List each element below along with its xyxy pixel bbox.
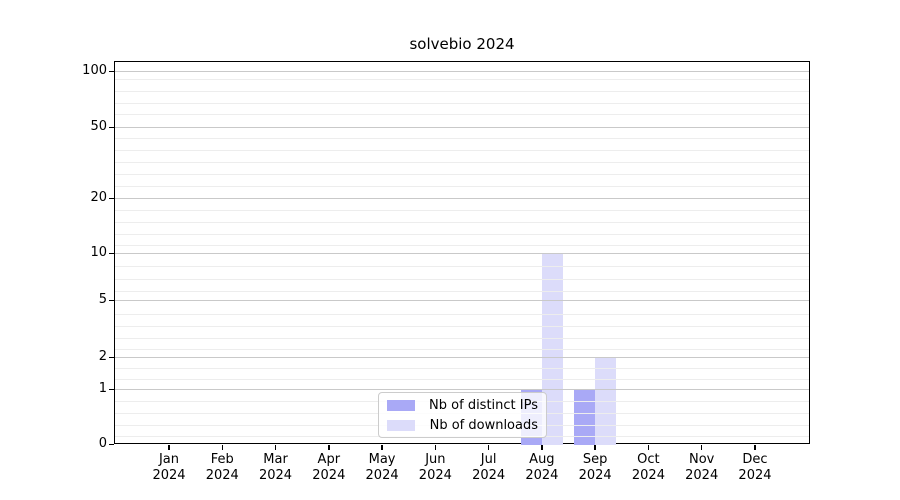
- legend-item-distinct-ips: Nb of distinct IPs: [387, 397, 538, 413]
- x-tick-label: Jul 2024: [472, 452, 506, 483]
- x-tick-label: Sep 2024: [578, 452, 612, 483]
- gridline-minor: [115, 368, 809, 369]
- y-tick-label: 20: [90, 190, 107, 205]
- gridline-minor: [115, 79, 809, 80]
- gridline-minor: [115, 103, 809, 104]
- gridline-minor: [115, 314, 809, 315]
- gridline-minor: [115, 379, 809, 380]
- bar-sep-distinct-ips: [573, 389, 596, 445]
- y-tick-mark: [109, 356, 114, 358]
- legend-swatch-distinct-ips-icon: [387, 399, 415, 411]
- y-tick-label: 10: [90, 245, 107, 260]
- x-tick-label: Nov 2024: [685, 452, 719, 483]
- gridline-major: [115, 300, 809, 301]
- y-tick-label: 1: [98, 381, 107, 396]
- chart-title: solvebio 2024: [409, 35, 515, 53]
- x-tick-mark: [541, 445, 543, 450]
- x-tick-mark: [274, 445, 277, 450]
- x-tick-label: Mar 2024: [258, 452, 293, 483]
- legend-item-downloads: Nb of downloads: [387, 417, 538, 433]
- gridline-major: [115, 127, 809, 128]
- legend-swatch-downloads-icon: [387, 419, 415, 431]
- gridline-major: [115, 389, 809, 390]
- y-tick-label: 2: [98, 349, 107, 364]
- gridline-minor: [115, 245, 809, 246]
- x-tick-mark: [221, 445, 223, 450]
- gridline-minor: [115, 291, 809, 292]
- gridline-minor: [115, 174, 809, 175]
- gridline-minor: [115, 326, 809, 327]
- x-tick-label: May 2024: [365, 452, 399, 483]
- x-tick-label: Feb 2024: [205, 452, 239, 483]
- x-tick-mark: [487, 445, 490, 450]
- x-tick-mark: [754, 445, 756, 450]
- x-tick-mark: [434, 445, 437, 450]
- gridline-minor: [115, 279, 809, 280]
- y-tick-label: 50: [90, 119, 107, 134]
- y-tick-mark: [109, 126, 114, 128]
- y-tick-label: 0: [98, 436, 107, 451]
- y-tick-mark: [109, 197, 114, 199]
- gridline-minor: [115, 162, 809, 163]
- gridline-major: [115, 71, 809, 72]
- plot-area: Nb of distinct IPs Nb of downloads 0 1 2 5 1…: [82, 61, 810, 483]
- y-tick-mark: [109, 388, 114, 390]
- x-tick-label: Jan 2024: [152, 452, 186, 483]
- gridline-minor: [115, 138, 809, 139]
- x-tick-label: Jun 2024: [418, 452, 452, 483]
- gridline-minor: [115, 222, 809, 223]
- x-tick-mark: [701, 445, 703, 450]
- gridline-major: [115, 198, 809, 199]
- y-tick-label: 5: [98, 292, 107, 307]
- x-tick-mark: [647, 445, 650, 450]
- x-tick-label: Apr 2024: [312, 452, 346, 483]
- gridline-minor: [115, 91, 809, 92]
- y-tick-mark: [109, 299, 114, 301]
- gridline-minor: [115, 150, 809, 151]
- y-tick-mark: [109, 252, 114, 254]
- gridline-minor: [115, 114, 809, 115]
- y-tick-mark: [109, 443, 114, 445]
- gridline-major: [115, 357, 809, 358]
- legend: Nb of distinct IPs Nb of downloads: [378, 392, 547, 438]
- y-tick-label: 100: [82, 63, 107, 78]
- x-tick-label: Dec 2024: [738, 452, 772, 483]
- legend-label: Nb of downloads: [429, 417, 538, 433]
- gridline-minor: [115, 266, 809, 267]
- gridline-minor: [115, 186, 809, 187]
- x-tick-label: Oct 2024: [631, 452, 665, 483]
- gridline-minor: [115, 338, 809, 339]
- x-tick-mark: [594, 445, 596, 450]
- gridline-minor: [115, 349, 809, 350]
- y-tick-mark: [109, 70, 114, 72]
- x-tick-mark: [381, 445, 383, 450]
- x-tick-mark: [168, 445, 170, 450]
- gridline-minor: [115, 210, 809, 211]
- gridline-minor: [115, 234, 809, 235]
- gridline-major: [115, 253, 809, 254]
- x-tick-mark: [328, 445, 330, 450]
- legend-label: Nb of distinct IPs: [429, 397, 538, 413]
- x-tick-label: Aug 2024: [525, 452, 559, 483]
